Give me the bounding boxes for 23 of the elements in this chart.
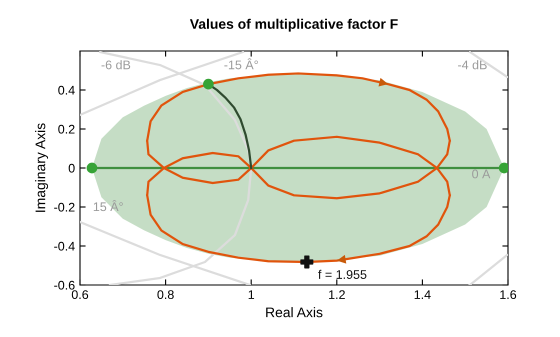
y-tick-label: -0.2 xyxy=(54,202,75,212)
y-tick-label: 0.4 xyxy=(58,86,75,95)
y-tick-label: 0 xyxy=(68,164,75,173)
y-axis-title: Imaginary Axis xyxy=(35,123,48,212)
annotation: -15 Â° xyxy=(224,58,258,70)
annotation: 15 Â° xyxy=(94,200,123,212)
y-tick-label: -0.6 xyxy=(54,280,75,290)
point xyxy=(203,78,214,90)
point xyxy=(86,162,98,174)
point xyxy=(300,255,314,268)
x-tick-label: 1.6 xyxy=(500,290,516,300)
chart-title: Values of multiplicative factor F xyxy=(190,18,398,32)
x-axis-title: Real Axis xyxy=(266,307,322,318)
x-tick-label: 1.2 xyxy=(329,290,345,299)
y-tick-label: -0.4 xyxy=(54,242,75,251)
point xyxy=(498,162,508,174)
annotation: -6 dB xyxy=(102,60,130,70)
x-tick-label: 1.4 xyxy=(414,290,431,299)
y-tick-label: 0.2 xyxy=(58,124,75,134)
series-label: f = 1.955 xyxy=(318,270,366,279)
x-tick-label: 1 xyxy=(248,290,254,299)
x-tick-label: 0.6 xyxy=(72,290,88,300)
x-tick-label: 0.8 xyxy=(157,290,174,300)
